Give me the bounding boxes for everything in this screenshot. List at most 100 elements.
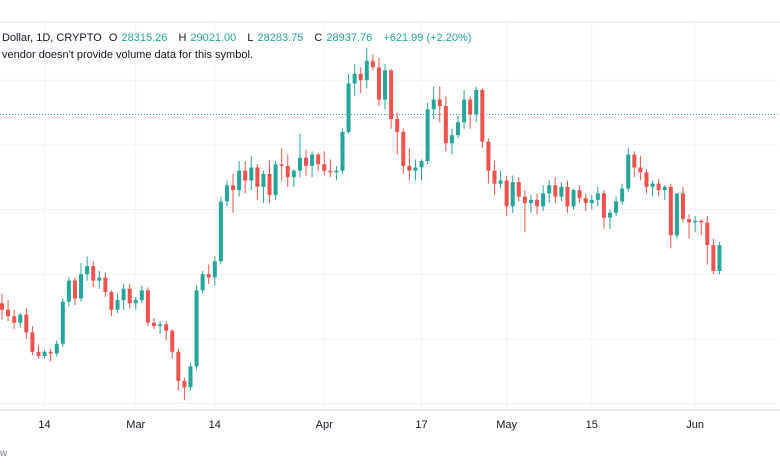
- candle-body: [54, 343, 59, 354]
- x-tick-label: 17: [415, 419, 427, 431]
- candle-body: [565, 186, 570, 207]
- candle-body: [656, 183, 661, 191]
- candle-body: [693, 220, 698, 223]
- candle-body: [97, 277, 102, 281]
- candle-body: [115, 300, 120, 310]
- candle-body: [200, 274, 205, 291]
- x-tick-label: 14: [209, 419, 221, 431]
- candle-body: [614, 201, 619, 213]
- candle-body: [535, 199, 540, 207]
- candle-body: [224, 185, 229, 202]
- candle-body: [182, 380, 187, 388]
- candle-body: [498, 180, 503, 184]
- candle-body: [638, 167, 643, 173]
- candle-body: [48, 351, 53, 354]
- change-readout: +621.99 (+2.20%): [383, 32, 472, 44]
- candle-body: [480, 89, 485, 142]
- candle-body: [66, 280, 71, 302]
- candle-body: [316, 154, 321, 165]
- candle-body: [6, 309, 11, 317]
- candle-body: [72, 280, 77, 299]
- candle-body: [632, 154, 637, 168]
- symbol-title[interactable]: Dollar, 1D, CRYPTO: [2, 32, 102, 44]
- candle-body: [449, 135, 454, 144]
- x-tick-label: Apr: [316, 419, 333, 431]
- candle-body: [376, 67, 381, 100]
- candle-body: [158, 324, 163, 326]
- candle-body: [413, 167, 418, 171]
- candle-body: [522, 196, 527, 204]
- candle-body: [577, 190, 582, 199]
- volume-note: vendor doesn't provide volume data for t…: [2, 49, 253, 61]
- candle-body: [608, 212, 612, 218]
- candle-body: [152, 322, 156, 326]
- candle-body: [547, 185, 552, 194]
- candle-body: [218, 201, 223, 262]
- candle-body: [334, 170, 339, 173]
- candle-body: [255, 167, 260, 187]
- candle-body: [443, 106, 448, 144]
- candle-body: [541, 193, 546, 207]
- candle-body: [680, 193, 685, 220]
- candle-body: [504, 180, 509, 207]
- x-tick-label: 14: [38, 419, 50, 431]
- candle-body: [468, 99, 473, 115]
- candle-body: [133, 300, 138, 304]
- x-tick-label: May: [496, 419, 517, 431]
- candle-body: [273, 164, 278, 195]
- candle-body: [425, 109, 430, 162]
- candle-body: [121, 288, 126, 301]
- candle-body: [364, 60, 369, 81]
- candle-body: [516, 182, 521, 197]
- candle-body: [486, 141, 491, 171]
- candle-body: [437, 99, 442, 107]
- candle-body: [24, 314, 29, 333]
- candle-body: [358, 73, 363, 81]
- candle-body: [699, 220, 704, 223]
- candle-body: [188, 366, 193, 388]
- candle-body: [267, 173, 272, 195]
- candle-body: [249, 167, 254, 181]
- candle-body: [352, 73, 357, 84]
- low-readout: L 28283.75: [247, 32, 304, 44]
- candle-body: [103, 277, 108, 292]
- candle-body: [492, 170, 497, 184]
- candle-body: [279, 164, 284, 166]
- candle-body: [644, 172, 649, 187]
- candle-body: [36, 351, 41, 357]
- x-tick-label: Jun: [686, 419, 704, 431]
- candle-body: [559, 186, 564, 197]
- candle-body: [419, 161, 424, 168]
- candle-body: [383, 70, 388, 100]
- candle-body: [407, 165, 412, 171]
- candle-body: [60, 301, 65, 344]
- candle-body: [595, 193, 600, 200]
- candle-body: [717, 245, 722, 271]
- candle-body: [328, 170, 333, 173]
- candle-body: [711, 245, 716, 271]
- candle-body: [340, 131, 345, 171]
- candle-body: [139, 290, 144, 301]
- candle-body: [206, 274, 211, 278]
- candle-body: [310, 154, 315, 166]
- candle-body: [297, 157, 302, 171]
- candle-body: [589, 199, 594, 204]
- candle-body: [553, 185, 558, 197]
- candle-body: [510, 182, 515, 207]
- candle-body: [237, 170, 242, 191]
- candle-body: [687, 219, 692, 223]
- candle-body: [389, 70, 394, 119]
- high-readout: H 29021.00: [178, 32, 237, 44]
- footer-text: w: [0, 448, 8, 459]
- candle-body: [176, 351, 181, 381]
- candle-body: [662, 186, 667, 191]
- candle-body: [261, 173, 266, 187]
- open-readout: O 28315.26: [108, 32, 168, 44]
- candle-body: [346, 83, 351, 132]
- candle-body: [243, 170, 248, 181]
- candle-body: [474, 89, 479, 115]
- candle-body: [528, 199, 533, 204]
- candle-body: [601, 193, 606, 218]
